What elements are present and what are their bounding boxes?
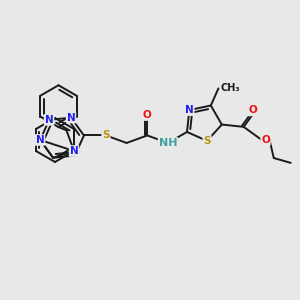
Text: N: N [45,115,53,125]
Text: N: N [70,146,78,156]
Text: N: N [36,135,44,145]
Text: S: S [102,130,110,140]
Text: O: O [261,135,270,145]
Text: S: S [203,136,211,146]
Text: O: O [143,110,152,120]
Text: CH₃: CH₃ [220,83,240,93]
Text: NH: NH [159,138,177,148]
Text: N: N [67,112,75,123]
Text: O: O [248,105,257,116]
Text: N: N [185,105,194,115]
